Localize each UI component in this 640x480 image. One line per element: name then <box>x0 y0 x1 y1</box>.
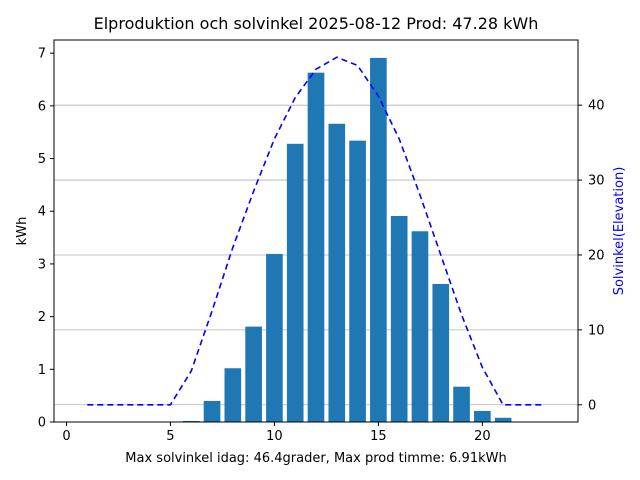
bar-hour-10 <box>266 253 283 422</box>
bar-hour-12 <box>307 72 325 422</box>
y-tick-label: 3 <box>38 257 46 272</box>
bar-hour-14 <box>349 140 366 422</box>
x-tick-label: 20 <box>474 429 491 444</box>
y-axis-right: 0 10 20 30 40 <box>578 99 605 413</box>
chart-title: Elproduktion och solvinkel 2025-08-12 Pr… <box>94 14 539 33</box>
elevation-line <box>87 56 545 406</box>
bar-hour-13 <box>328 123 346 422</box>
y2-tick-label: 30 <box>588 174 605 189</box>
bar-hour-16 <box>390 215 408 422</box>
y-tick-label: 4 <box>38 205 46 220</box>
x-axis-label: Max solvinkel idag: 46.4grader, Max prod… <box>125 451 506 466</box>
y-tick-label: 0 <box>38 416 46 431</box>
bar-hour-19 <box>453 386 470 422</box>
y-axis-label: kWh <box>15 217 30 246</box>
bar-hour-20 <box>474 410 491 422</box>
plot-frame <box>53 39 579 423</box>
y-axis-left: 0 1 2 3 4 5 6 7 <box>38 47 54 431</box>
x-tick-label: 0 <box>62 429 70 444</box>
bar-hour-9 <box>245 326 262 422</box>
bar-hour-11 <box>286 143 304 422</box>
bar-hour-15 <box>370 57 387 422</box>
y2-tick-label: 0 <box>588 398 596 413</box>
y-tick-label: 2 <box>38 310 46 325</box>
x-tick-label: 15 <box>370 429 387 444</box>
elevation-series <box>87 56 545 406</box>
y2-axis-label: Solvinkel(Elevation) <box>612 167 627 296</box>
bar-series <box>182 57 512 422</box>
x-axis: 0 5 10 15 20 <box>62 422 491 444</box>
bar-hour-8 <box>224 368 242 422</box>
y2-tick-label: 40 <box>588 99 605 114</box>
bar-hour-17 <box>411 231 429 422</box>
x-tick-label: 10 <box>266 429 283 444</box>
y-tick-label: 6 <box>38 99 46 114</box>
x-tick-label: 5 <box>166 429 174 444</box>
y-tick-label: 5 <box>38 152 46 167</box>
bar-hour-7 <box>203 400 221 422</box>
bar-hour-18 <box>432 283 450 422</box>
bar-hour-6 <box>182 420 200 422</box>
y2-tick-label: 20 <box>588 248 605 263</box>
y2-tick-label: 10 <box>588 323 605 338</box>
bar-hour-21 <box>494 417 512 422</box>
y-tick-label: 7 <box>38 47 46 62</box>
y-tick-label: 1 <box>38 363 46 378</box>
